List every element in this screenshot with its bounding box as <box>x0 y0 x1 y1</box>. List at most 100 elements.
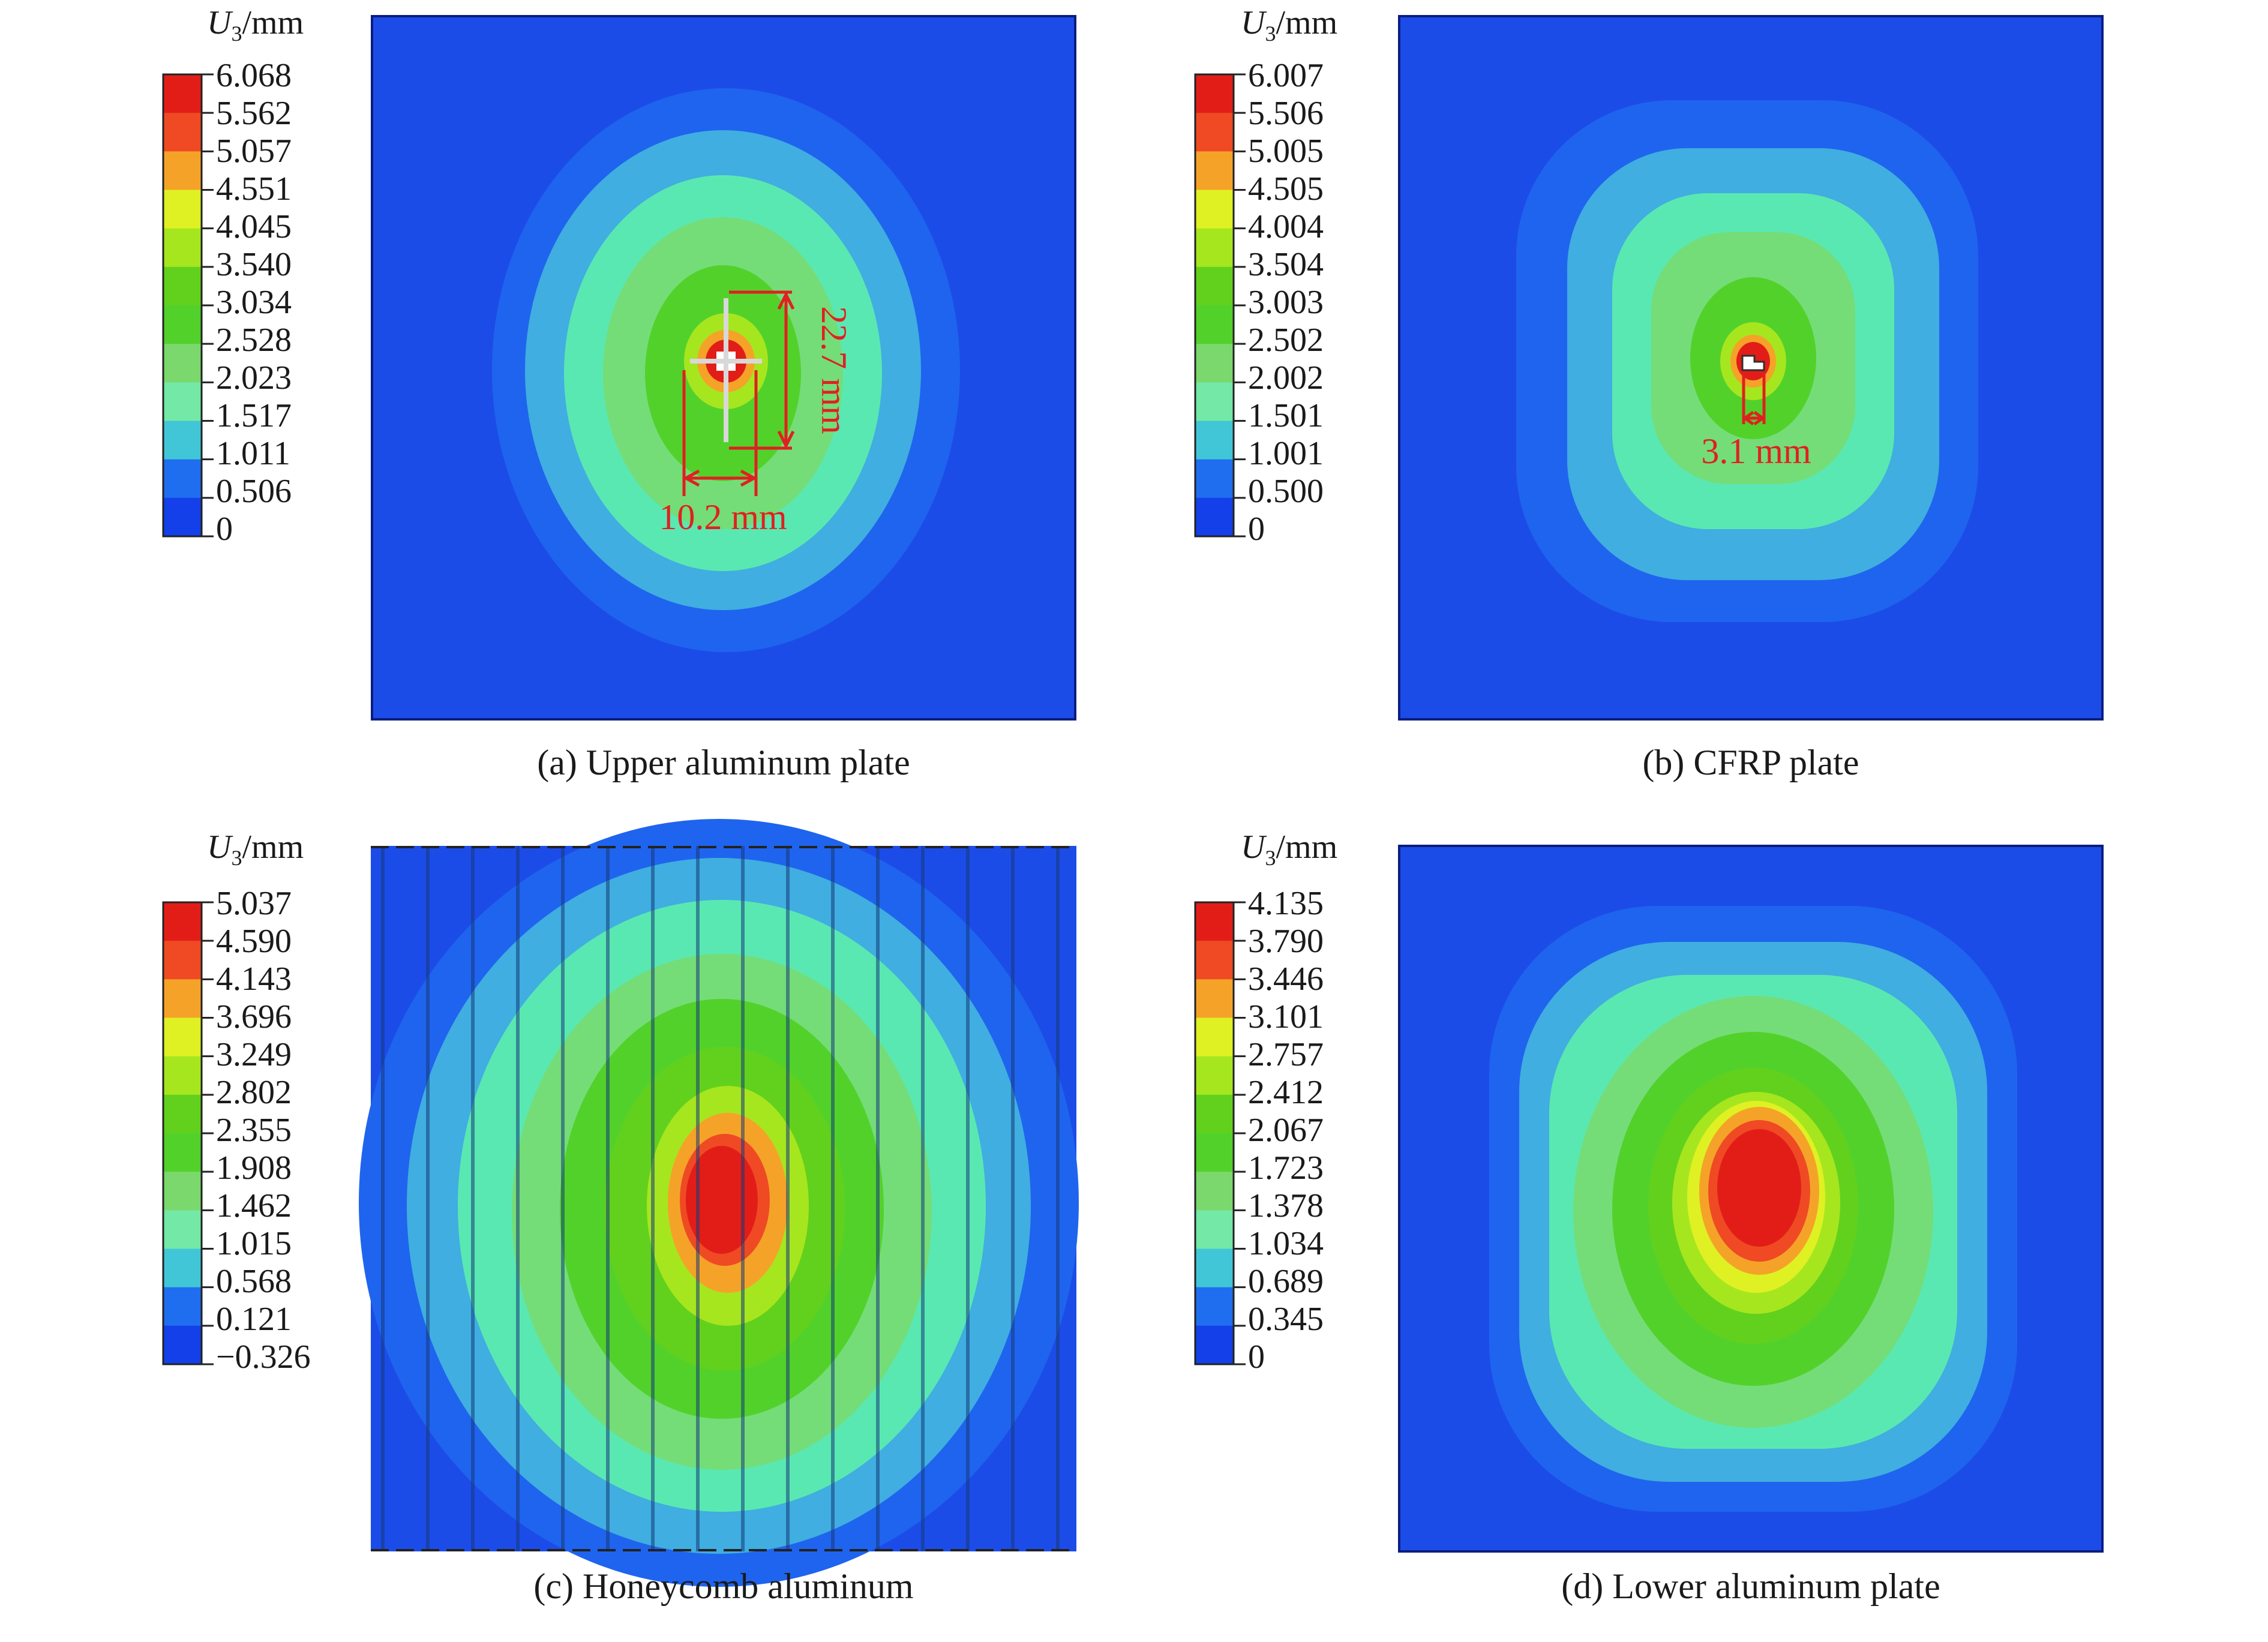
legend-swatch <box>1195 1094 1234 1134</box>
legend-swatch <box>1195 497 1234 537</box>
legend-title: U3/mm <box>1241 828 1338 870</box>
legend-label: 4.045 <box>216 208 292 245</box>
dimension-width <box>682 370 758 496</box>
legend-label: 1.723 <box>1248 1149 1324 1187</box>
legend-title: U3/mm <box>207 4 304 46</box>
legend-label: 3.249 <box>216 1036 292 1073</box>
legend-label: 0.568 <box>216 1263 292 1300</box>
contour-band <box>1717 1129 1801 1247</box>
legend-title: U3/mm <box>1241 4 1338 46</box>
contour-plot-upper-plate: 22.7 mm 10.2 mm <box>371 15 1076 721</box>
legend-label: 0 <box>1248 511 1265 548</box>
legend-swatch <box>1195 151 1234 190</box>
legend-swatch <box>163 902 202 941</box>
legend-swatch <box>163 382 202 421</box>
legend-title: U3/mm <box>207 828 304 870</box>
legend-swatch <box>1195 1133 1234 1172</box>
legend-label: 2.023 <box>216 359 292 397</box>
legend-swatch <box>163 113 202 152</box>
legend-label: 2.528 <box>216 322 292 359</box>
legend-label: 4.505 <box>1248 170 1324 208</box>
legend-label: 0 <box>216 511 233 548</box>
legend-label: 1.015 <box>216 1225 292 1262</box>
legend-label: 5.005 <box>1248 133 1324 170</box>
legend-swatch <box>163 979 202 1018</box>
legend-label: 4.135 <box>1248 885 1324 922</box>
legend-label: 1.011 <box>216 435 290 472</box>
legend-swatch <box>1195 1172 1234 1211</box>
legend-swatch <box>1195 228 1234 268</box>
legend-label: 4.551 <box>216 170 292 208</box>
color-legend-bar <box>162 73 214 538</box>
panel-upper-aluminum-plate: U3/mm 6.068 5.562 5.057 4.551 4.045 3.54… <box>0 0 1134 814</box>
legend-swatch <box>1195 74 1234 113</box>
contour-plot-lower-plate <box>1398 845 2104 1553</box>
legend-label: 5.037 <box>216 885 292 922</box>
legend-swatch <box>163 421 202 460</box>
dimension-width <box>1742 373 1766 426</box>
legend-label: 5.562 <box>216 95 292 132</box>
legend-swatch <box>163 266 202 306</box>
legend-swatch <box>163 941 202 980</box>
legend-swatch <box>163 1287 202 1326</box>
width-annotation: 3.1 mm <box>1701 431 1811 471</box>
legend-label: 3.790 <box>1248 923 1324 960</box>
length-annotation: 22.7 mm <box>814 306 854 434</box>
legend-swatch <box>1195 190 1234 229</box>
legend-label: 0.121 <box>216 1301 292 1338</box>
legend-swatch <box>163 190 202 229</box>
legend-label: 6.068 <box>216 57 292 94</box>
legend-swatch <box>1195 1248 1234 1288</box>
penetration-hole <box>1741 355 1765 371</box>
legend-swatch <box>1195 305 1234 344</box>
legend-swatch <box>163 1248 202 1288</box>
legend-swatch <box>163 459 202 499</box>
legend-swatch <box>163 1056 202 1095</box>
panel-honeycomb-aluminum: U3/mm 5.037 4.590 4.143 3.696 3.249 2.80… <box>0 819 1134 1642</box>
legend-label: 3.540 <box>216 246 292 283</box>
legend-swatch <box>163 1172 202 1211</box>
color-legend-bar <box>162 901 214 1365</box>
legend-label: 1.517 <box>216 397 292 434</box>
legend-label: 1.378 <box>1248 1187 1324 1224</box>
legend-swatch <box>1195 344 1234 383</box>
contour-plot-honeycomb <box>359 819 1079 1587</box>
contour-band <box>686 1146 758 1254</box>
legend-label: 5.057 <box>216 133 292 170</box>
color-legend-bar <box>1194 73 1246 538</box>
panel-caption: (c) Honeycomb aluminum <box>533 1566 914 1606</box>
legend-label: 2.002 <box>1248 359 1324 397</box>
legend-label: 1.034 <box>1248 1225 1324 1262</box>
legend-swatch <box>1195 941 1234 980</box>
color-legend-bar <box>1194 901 1246 1365</box>
panel-caption: (b) CFRP plate <box>1642 743 1859 782</box>
legend-frame <box>162 73 203 538</box>
legend-swatch <box>163 344 202 383</box>
contour-plot-cfrp-plate: 3.1 mm <box>1398 15 2104 721</box>
legend-label: 6.007 <box>1248 57 1324 94</box>
legend-swatch <box>1195 1056 1234 1095</box>
legend-swatch <box>1195 902 1234 941</box>
legend-label: 0.506 <box>216 473 292 510</box>
legend-swatch <box>1195 459 1234 499</box>
legend-label: 3.504 <box>1248 246 1324 283</box>
legend-label: 0.345 <box>1248 1301 1324 1338</box>
legend-label: 2.802 <box>216 1074 292 1111</box>
legend-label: 2.067 <box>1248 1112 1324 1149</box>
legend-swatch <box>1195 1287 1234 1326</box>
width-annotation: 10.2 mm <box>659 497 787 537</box>
legend-label: 2.502 <box>1248 322 1324 359</box>
legend-label: 3.101 <box>1248 998 1324 1035</box>
legend-swatch <box>163 1094 202 1134</box>
legend-swatch <box>1195 1017 1234 1057</box>
legend-label: 3.696 <box>216 998 292 1035</box>
legend-label: 1.462 <box>216 1187 292 1224</box>
legend-swatch <box>163 1133 202 1172</box>
honeycomb-cell-walls <box>381 846 1060 1551</box>
legend-label: −0.326 <box>216 1338 311 1376</box>
legend-label: 0.689 <box>1248 1263 1324 1300</box>
legend-label: 2.412 <box>1248 1074 1324 1111</box>
legend-label: 4.590 <box>216 923 292 960</box>
legend-swatch <box>1195 266 1234 306</box>
legend-swatch <box>1195 979 1234 1018</box>
